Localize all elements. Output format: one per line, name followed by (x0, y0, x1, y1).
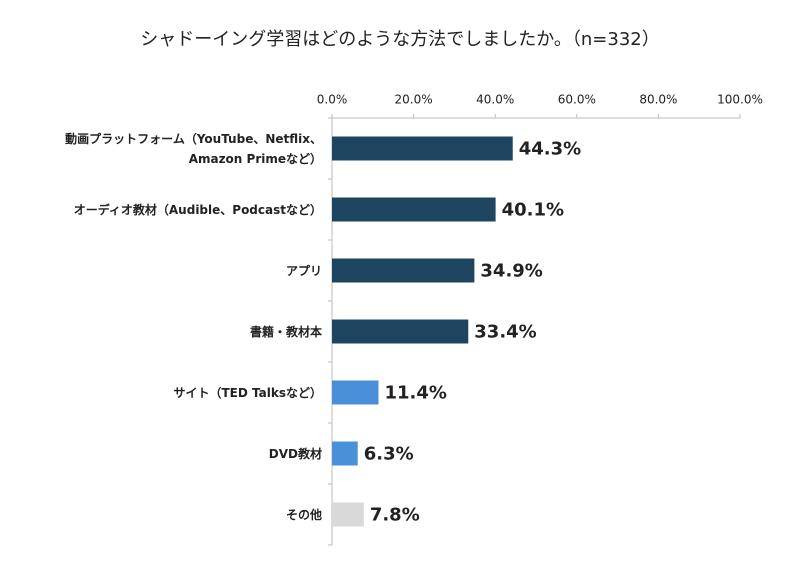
y-tick-label: その他 (285, 507, 322, 522)
value-label: 44.3% (519, 139, 581, 160)
y-tick-label: 動画プラットフォーム（YouTube、Netflix、Amazon Primeな… (65, 131, 322, 166)
x-tick-label: 20.0% (395, 93, 433, 107)
chart-title: シャドーイング学習はどのような方法でしましたか。（n=332） (140, 29, 659, 50)
bar (332, 441, 358, 466)
value-label: 34.9% (480, 261, 542, 282)
bar (332, 502, 364, 527)
value-label: 6.3% (364, 444, 414, 465)
bar (332, 380, 379, 405)
x-tick-label: 40.0% (476, 93, 514, 107)
value-label: 7.8% (370, 505, 420, 526)
y-tick-label: オーディオ教材（Audible、Podcastなど） (73, 202, 322, 217)
y-tick-label: DVD教材 (268, 446, 322, 461)
bar (332, 197, 496, 222)
value-label: 11.4% (385, 383, 447, 404)
x-tick-label: 80.0% (639, 93, 677, 107)
bar (332, 319, 469, 344)
x-tick-label: 0.0% (317, 93, 348, 107)
bar (332, 258, 475, 283)
x-tick-label: 60.0% (558, 93, 596, 107)
value-label: 40.1% (502, 200, 564, 221)
y-tick-label: 書籍・教材本 (249, 324, 322, 339)
value-label: 33.4% (474, 322, 536, 343)
bar (332, 136, 513, 161)
y-tick-label: サイト（TED Talksなど） (173, 385, 323, 400)
x-tick-label: 100.0% (717, 93, 763, 107)
y-tick-label: アプリ (285, 263, 322, 278)
